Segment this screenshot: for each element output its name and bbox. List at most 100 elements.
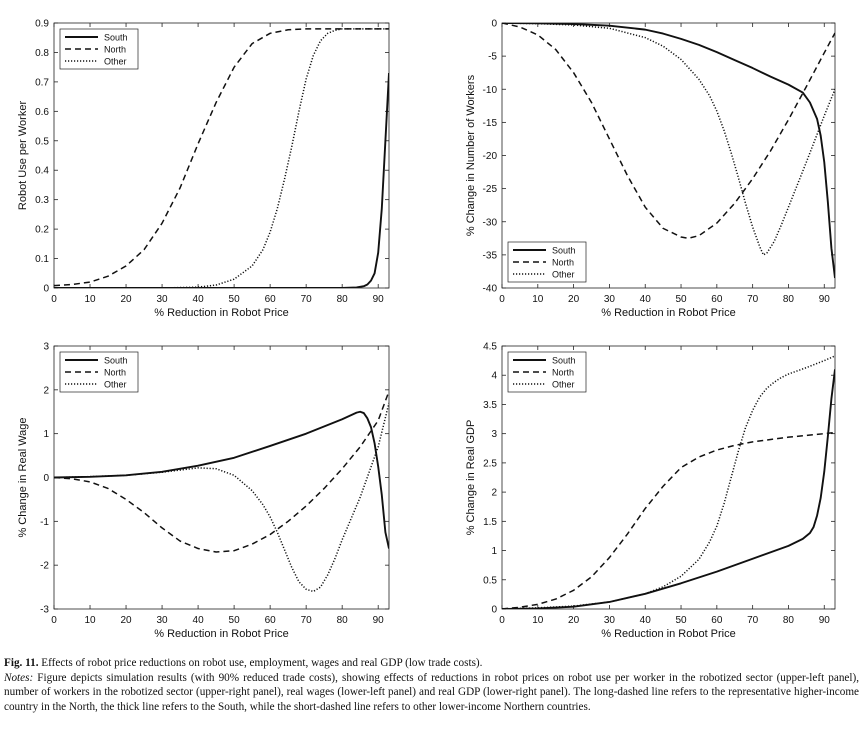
y-tick-label: 0.7 xyxy=(35,77,49,88)
caption-notes-label: Notes: xyxy=(4,671,34,684)
panel-robot-use: 0 10 20 30 40 50 60 70 80 90 0 0.1 0.2 0.3 0.4 0.5 0.6 0.… xyxy=(17,19,390,319)
y-tick-label: -3 xyxy=(40,605,49,616)
x-tick-label: 20 xyxy=(120,615,132,626)
x-tick-label: 70 xyxy=(301,294,313,305)
x-axis-label: % Reduction in Robot Price xyxy=(154,307,289,319)
x-tick-label: 70 xyxy=(747,294,759,305)
x-tick-label: 0 xyxy=(51,294,57,305)
y-tick-label: 3.5 xyxy=(483,400,497,411)
x-tick-label: 10 xyxy=(532,294,544,305)
x-axis-label: % Reduction in Robot Price xyxy=(154,628,289,640)
x-tick-label: 10 xyxy=(84,615,96,626)
y-tick-label: -40 xyxy=(483,284,498,295)
y-tick-label: 2 xyxy=(491,488,497,499)
x-tick-label: 80 xyxy=(337,615,349,626)
x-tick-label: 90 xyxy=(819,615,831,626)
series-line-north xyxy=(502,431,835,609)
legend-box xyxy=(507,241,587,283)
x-tick-label: 40 xyxy=(640,294,652,305)
y-tick-label: 0.6 xyxy=(35,107,49,118)
x-tick-label: 80 xyxy=(783,615,795,626)
legend-box xyxy=(507,351,587,393)
y-tick-label: 0 xyxy=(43,284,49,295)
x-tick-label: 30 xyxy=(157,615,169,626)
legend-label-north: North xyxy=(104,45,126,55)
legend-label-other: Other xyxy=(552,270,575,280)
legend-label-north: North xyxy=(104,368,126,378)
x-tick-label: 90 xyxy=(819,294,831,305)
legend: South North Other xyxy=(507,241,587,283)
y-tick-label: 0.2 xyxy=(35,225,49,236)
x-tick-label: 60 xyxy=(711,615,723,626)
y-tick-label: -2 xyxy=(40,561,49,572)
legend: South North Other xyxy=(59,28,139,70)
caption-figure-label: Fig. 11. xyxy=(4,657,39,669)
x-tick-label: 50 xyxy=(229,294,241,305)
series-line-north xyxy=(502,23,835,240)
y-tick-label: 3 xyxy=(491,429,497,440)
series-line-south xyxy=(502,369,835,609)
caption-notes: Notes: Figure depicts simulation results… xyxy=(4,671,859,715)
legend: South North Other xyxy=(59,351,139,393)
x-tick-label: 20 xyxy=(568,615,580,626)
figure: 0 10 20 30 40 50 60 70 80 9000.10.20.30.40.50.60.… xyxy=(17,19,836,640)
series-line-south xyxy=(54,410,389,549)
x-tick-label: 40 xyxy=(193,615,205,626)
legend-label-other: Other xyxy=(552,380,575,390)
y-tick-label: -5 xyxy=(488,52,497,63)
legend-label-south: South xyxy=(104,356,128,366)
figure-caption: Fig. 11. Effects of robot price reductio… xyxy=(4,656,859,714)
y-tick-label: 3 xyxy=(43,342,49,353)
y-tick-label: 0.3 xyxy=(35,195,49,206)
series-line-south xyxy=(502,23,835,279)
y-axis-label: % Change in Real Wage xyxy=(17,417,29,537)
x-tick-label: 0 xyxy=(499,294,505,305)
caption-notes-text: Figure depicts simulation results (with … xyxy=(4,671,860,713)
y-tick-label: -1 xyxy=(40,517,49,528)
panel-workers: 0 10 20 30 40 50 60 70 80 90 0 -5 -10 -15 -20 -25 -30 -35… xyxy=(465,19,836,319)
y-tick-label: 1 xyxy=(43,429,49,440)
y-tick-label: 0 xyxy=(43,473,49,484)
series-line-south xyxy=(54,73,389,288)
y-axis-label: % Change in Number of Workers xyxy=(465,74,477,236)
x-tick-label: 90 xyxy=(373,294,385,305)
legend-label-north: North xyxy=(552,368,574,378)
y-tick-label: 0.9 xyxy=(35,19,49,30)
legend-box xyxy=(59,351,139,393)
y-tick-label: 0.5 xyxy=(35,136,49,147)
caption-figure-title: Effects of robot price reductions on rob… xyxy=(41,657,483,669)
y-tick-label: -25 xyxy=(483,184,498,195)
y-tick-label: 0.5 xyxy=(483,575,497,586)
y-axis-label: % Change in Real GDP xyxy=(465,420,477,536)
x-tick-label: 50 xyxy=(229,615,241,626)
y-tick-label: 0 xyxy=(491,605,497,616)
series-line-north xyxy=(54,28,389,287)
y-tick-label: 0.1 xyxy=(35,254,49,265)
legend: South North Other xyxy=(507,351,587,393)
x-tick-label: 20 xyxy=(568,294,580,305)
x-tick-label: 60 xyxy=(265,615,277,626)
y-tick-label: -10 xyxy=(483,85,498,96)
y-tick-label: 0.8 xyxy=(35,48,49,59)
x-tick-label: 80 xyxy=(337,294,349,305)
caption-title-line: Fig. 11. Effects of robot price reductio… xyxy=(4,656,859,671)
panel-real-gdp: 0 10 20 30 40 50 60 70 80 90 0 0.5 1 1.5 2 2.5 3 3.5 4 4.5%… xyxy=(465,342,836,640)
x-tick-label: 50 xyxy=(675,615,687,626)
legend-label-other: Other xyxy=(104,57,127,67)
x-tick-label: 40 xyxy=(640,615,652,626)
y-tick-label: -20 xyxy=(483,151,498,162)
legend-label-south: South xyxy=(104,33,128,43)
x-tick-label: 0 xyxy=(499,615,505,626)
legend-label-south: South xyxy=(552,356,576,366)
series-line-other xyxy=(54,28,389,288)
series-line-north xyxy=(54,390,389,553)
x-axis-label: % Reduction in Robot Price xyxy=(601,628,736,640)
y-tick-label: -30 xyxy=(483,217,498,228)
x-tick-label: 40 xyxy=(193,294,205,305)
legend-box xyxy=(59,28,139,70)
x-tick-label: 10 xyxy=(84,294,96,305)
x-tick-label: 0 xyxy=(51,615,57,626)
series-line-other xyxy=(502,355,835,609)
x-tick-label: 60 xyxy=(711,294,723,305)
x-tick-label: 70 xyxy=(301,615,313,626)
